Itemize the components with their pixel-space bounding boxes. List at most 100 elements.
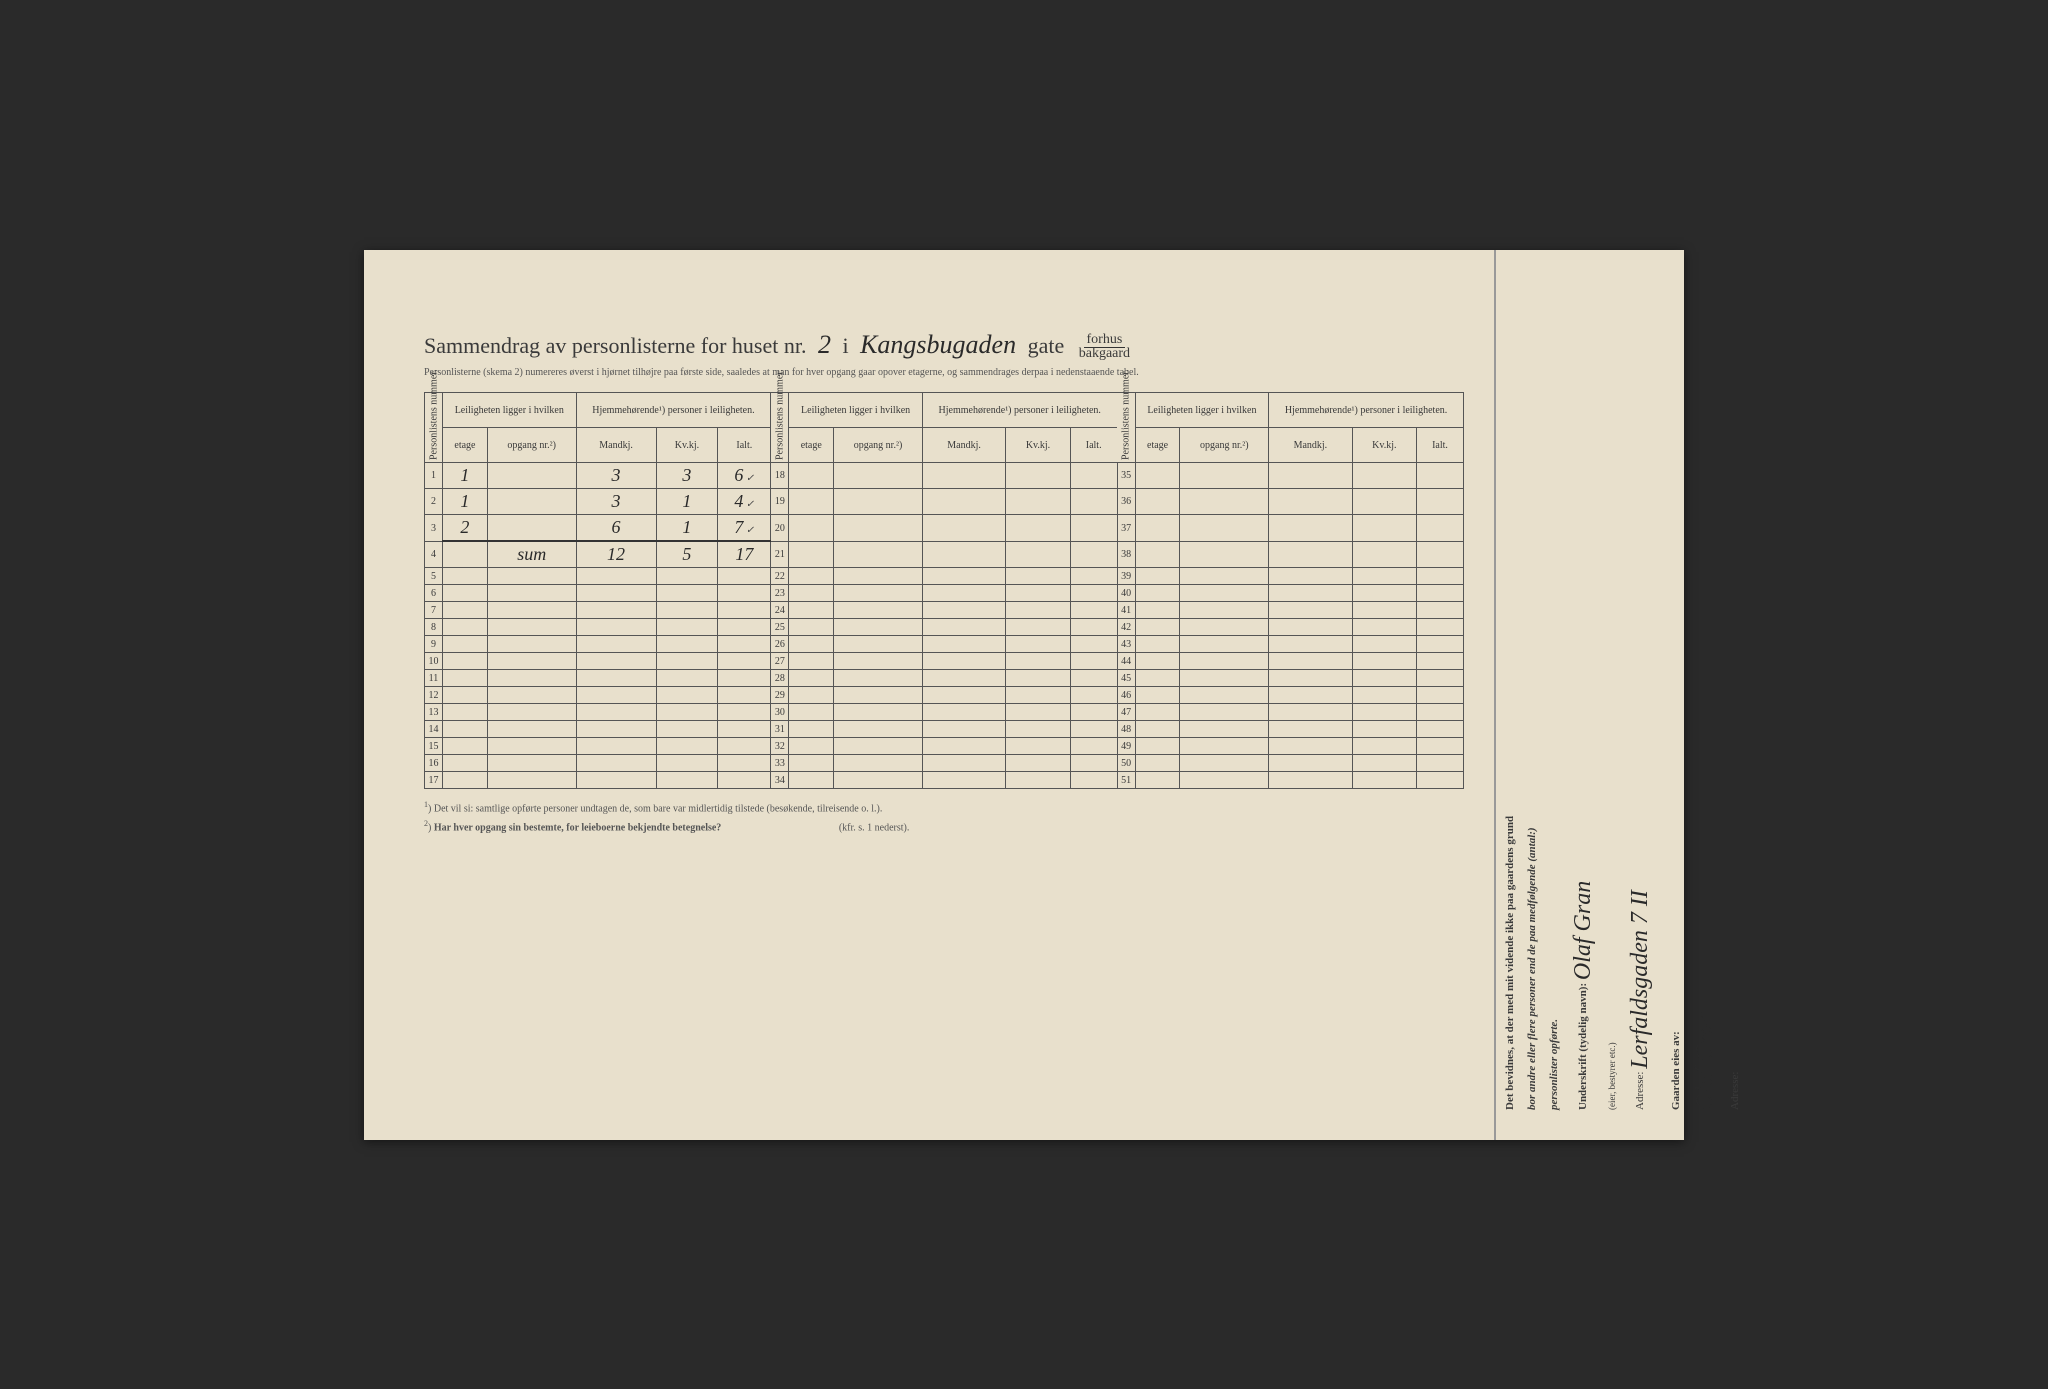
cell-mandkj [922, 619, 1005, 636]
cell-ialt [1417, 585, 1464, 602]
cell-etage [443, 670, 488, 687]
table-row: 522 39 [425, 568, 1464, 585]
cell-mandkj: 3 [576, 489, 656, 515]
cell-opgang [1180, 463, 1269, 489]
table-row: 32617 ✓20 37 [425, 515, 1464, 542]
row-num: 6 [425, 585, 443, 602]
cell-ialt [718, 772, 771, 789]
cell-ialt [1070, 602, 1117, 619]
table-row: 1027 44 [425, 653, 1464, 670]
cell-kvkj [1006, 755, 1070, 772]
cell-etage [789, 755, 834, 772]
cell-mandkj [576, 721, 656, 738]
cell-ialt [1070, 619, 1117, 636]
cell-kvkj [656, 568, 718, 585]
cell-etage [443, 772, 488, 789]
cell-ialt [718, 568, 771, 585]
row-num: 41 [1117, 602, 1135, 619]
street-suffix: gate [1028, 333, 1065, 358]
row-num: 9 [425, 636, 443, 653]
table-row: 4sum1251721 38 [425, 541, 1464, 568]
row-num: 19 [771, 489, 789, 515]
cell-opgang [834, 489, 923, 515]
cell-kvkj [1006, 585, 1070, 602]
sub-etage-1: etage [443, 428, 488, 463]
cell-ialt [1070, 489, 1117, 515]
table-header: Personlistens nummer. Leiligheten ligger… [425, 393, 1464, 463]
cell-ialt [1070, 463, 1117, 489]
cell-opgang [834, 515, 923, 542]
cell-kvkj: 1 [656, 515, 718, 542]
row-num: 40 [1117, 585, 1135, 602]
cell-ialt [1417, 515, 1464, 542]
cell-opgang [1180, 772, 1269, 789]
cell-mandkj [922, 704, 1005, 721]
cell-etage: 1 [443, 463, 488, 489]
cell-opgang [487, 489, 576, 515]
table-row: 1633 50 [425, 755, 1464, 772]
cell-opgang [487, 653, 576, 670]
col-personlistens: Personlistens nummer. [425, 393, 443, 463]
cell-ialt [1417, 772, 1464, 789]
cell-etage [789, 515, 834, 542]
cell-kvkj [1352, 687, 1416, 704]
row-num: 48 [1117, 721, 1135, 738]
col-leilighet-1: Leiligheten ligger i hvilken [443, 393, 577, 428]
cell-etage [443, 721, 488, 738]
cell-ialt [1070, 653, 1117, 670]
cell-etage [443, 585, 488, 602]
cell-etage [789, 772, 834, 789]
cell-mandkj [922, 489, 1005, 515]
cell-mandkj [1269, 568, 1352, 585]
cell-mandkj [922, 772, 1005, 789]
cell-kvkj [656, 772, 718, 789]
cell-etage [1135, 687, 1180, 704]
row-num: 24 [771, 602, 789, 619]
cell-kvkj [656, 704, 718, 721]
table-row: 1431 48 [425, 721, 1464, 738]
owner-section: Gaarden eies av: Olaf Gran Adresse: [1662, 250, 1749, 1140]
cell-mandkj [1269, 619, 1352, 636]
cell-kvkj [1352, 636, 1416, 653]
cell-opgang [1180, 755, 1269, 772]
cell-ialt: 4 ✓ [718, 489, 771, 515]
cell-etage [443, 541, 488, 568]
cell-mandkj [922, 541, 1005, 568]
cell-opgang [487, 602, 576, 619]
row-num: 29 [771, 687, 789, 704]
cell-etage [443, 755, 488, 772]
subtitle: Personlisterne (skema 2) numereres øvers… [424, 367, 1464, 378]
cell-mandkj [1269, 704, 1352, 721]
cell-etage [789, 636, 834, 653]
cell-ialt [1070, 687, 1117, 704]
cell-mandkj [1269, 463, 1352, 489]
cell-opgang [1180, 704, 1269, 721]
cell-etage [789, 619, 834, 636]
cell-ialt [718, 602, 771, 619]
cell-kvkj [1352, 738, 1416, 755]
cell-mandkj [1269, 755, 1352, 772]
cell-kvkj [1006, 619, 1070, 636]
cell-etage [443, 602, 488, 619]
row-num: 23 [771, 585, 789, 602]
cell-opgang [1180, 738, 1269, 755]
sub-mandkj-2: Mandkj. [922, 428, 1005, 463]
cell-ialt [1417, 687, 1464, 704]
row-num: 11 [425, 670, 443, 687]
cell-mandkj [922, 721, 1005, 738]
row-num: 16 [425, 755, 443, 772]
col-personlistens-3: Personlistens nummer. [1117, 393, 1135, 463]
row-num: 37 [1117, 515, 1135, 542]
table-row: 6 23 40 [425, 585, 1464, 602]
cell-ialt [718, 670, 771, 687]
cell-ialt [1417, 755, 1464, 772]
cell-etage [443, 653, 488, 670]
cell-kvkj [656, 721, 718, 738]
cell-opgang: sum [487, 541, 576, 568]
table-row: 1330 47 [425, 704, 1464, 721]
cell-ialt [1070, 755, 1117, 772]
cell-etage [1135, 670, 1180, 687]
title-mid: i [842, 333, 848, 358]
row-num: 22 [771, 568, 789, 585]
cell-opgang [1180, 687, 1269, 704]
